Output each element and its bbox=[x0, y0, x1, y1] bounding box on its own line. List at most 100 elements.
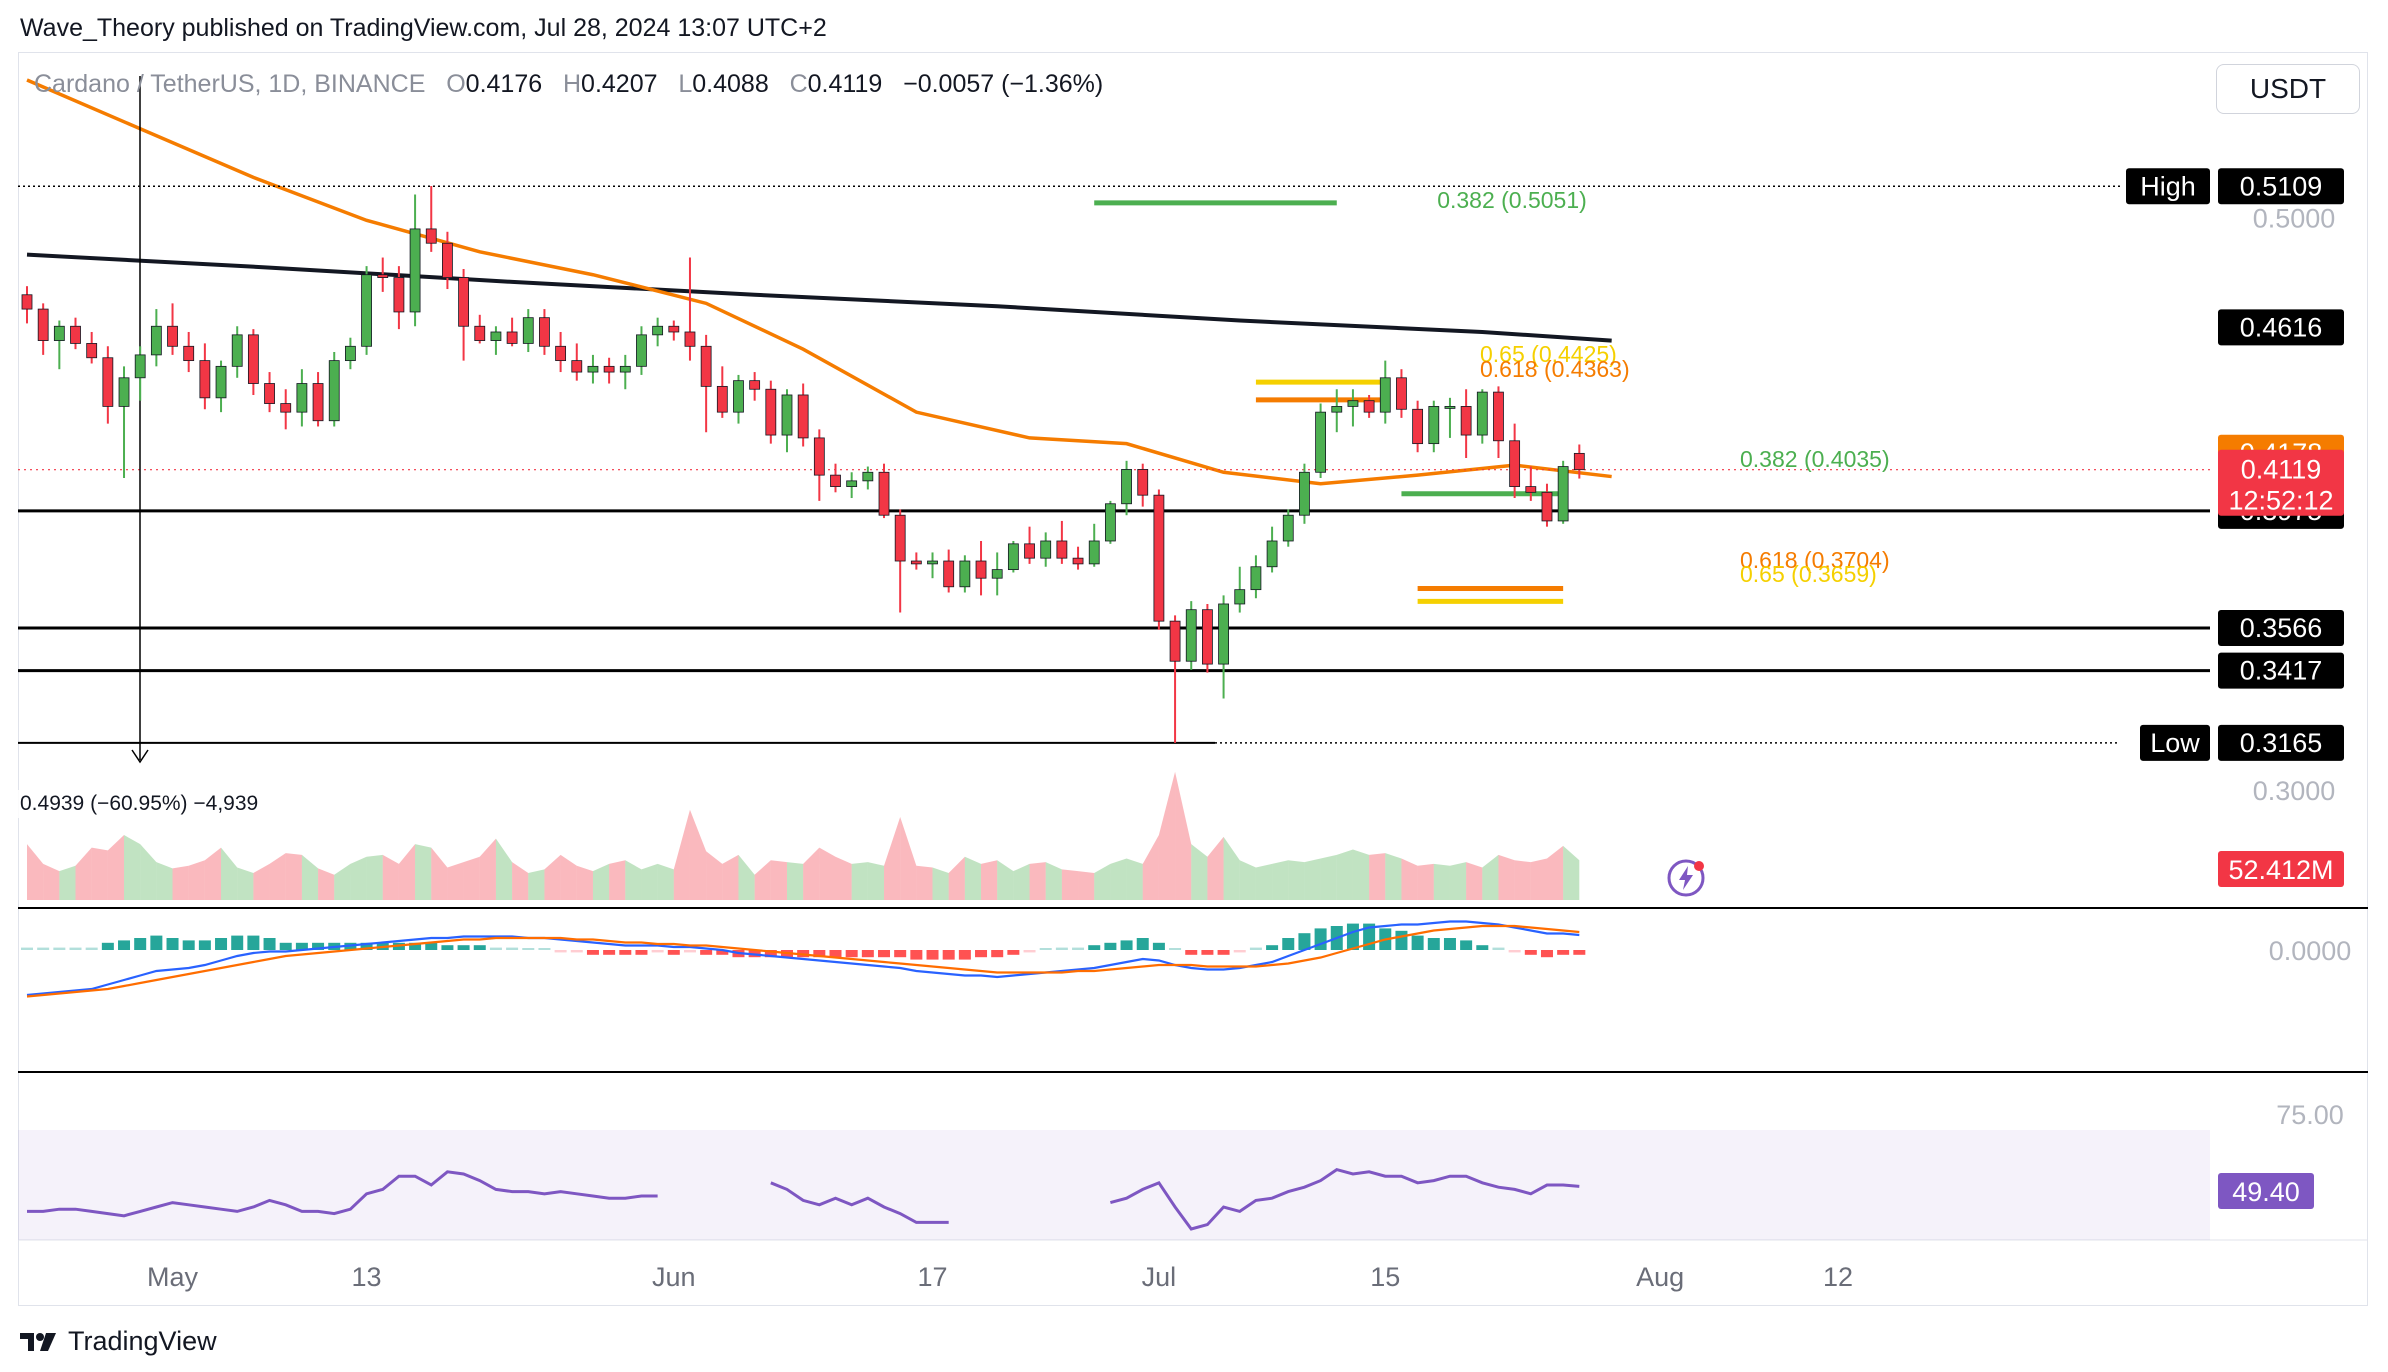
candle-body[interactable] bbox=[733, 380, 744, 413]
candle-body[interactable] bbox=[312, 383, 324, 422]
candle-body[interactable] bbox=[1557, 466, 1569, 522]
candle-body[interactable] bbox=[328, 360, 340, 422]
candle-body[interactable] bbox=[1153, 494, 1165, 622]
candle-body[interactable] bbox=[1137, 469, 1149, 496]
candle-body[interactable] bbox=[361, 274, 372, 347]
candle-body[interactable] bbox=[1024, 543, 1035, 559]
candle-body[interactable] bbox=[102, 357, 114, 407]
candle-body[interactable] bbox=[555, 345, 567, 362]
candle-body[interactable] bbox=[1169, 620, 1181, 662]
candle-body[interactable] bbox=[377, 274, 389, 278]
candle-body[interactable] bbox=[490, 331, 502, 341]
candle-body[interactable] bbox=[344, 345, 356, 362]
candle-body[interactable] bbox=[522, 317, 534, 344]
candle-body[interactable] bbox=[53, 325, 65, 341]
candle-body[interactable] bbox=[1007, 543, 1019, 571]
candle-body[interactable] bbox=[1363, 400, 1375, 413]
candle-body[interactable] bbox=[1104, 503, 1116, 542]
candle-body[interactable] bbox=[150, 325, 162, 356]
candle-body[interactable] bbox=[280, 403, 292, 413]
candle-body[interactable] bbox=[1493, 391, 1504, 442]
candle-body[interactable] bbox=[1072, 557, 1084, 565]
candle-body[interactable] bbox=[1573, 452, 1585, 471]
candle-body[interactable] bbox=[70, 325, 81, 344]
candle-body[interactable] bbox=[636, 334, 647, 367]
candle-body[interactable] bbox=[894, 514, 906, 562]
candle-body[interactable] bbox=[975, 560, 987, 579]
candle-body[interactable] bbox=[167, 325, 178, 347]
candle-body[interactable] bbox=[1412, 408, 1424, 445]
currency-button[interactable]: USDT bbox=[2216, 64, 2360, 114]
candle-body[interactable] bbox=[765, 388, 777, 436]
candle-body[interactable] bbox=[442, 242, 453, 278]
candle-body[interactable] bbox=[1396, 377, 1407, 410]
symbol-name[interactable]: Cardano / TetherUS, 1D, BINANCE bbox=[34, 70, 426, 98]
candle-body[interactable] bbox=[587, 365, 599, 373]
candle-body[interactable] bbox=[749, 380, 761, 390]
candle-body[interactable] bbox=[927, 560, 938, 565]
candle-body[interactable] bbox=[21, 294, 33, 310]
candle-body[interactable] bbox=[1250, 566, 1262, 591]
candle-body[interactable] bbox=[1315, 411, 1326, 473]
candle-body[interactable] bbox=[991, 569, 1003, 579]
candle-body[interactable] bbox=[1234, 589, 1246, 605]
candle-body[interactable] bbox=[862, 471, 874, 482]
candle-body[interactable] bbox=[603, 365, 615, 373]
candle-body[interactable] bbox=[1428, 406, 1440, 445]
candle-body[interactable] bbox=[1121, 469, 1132, 505]
candle-body[interactable] bbox=[1460, 406, 1472, 436]
lightning-icon[interactable] bbox=[1666, 858, 1706, 898]
candle-body[interactable] bbox=[797, 394, 809, 439]
candle-body[interactable] bbox=[1444, 406, 1456, 409]
candle-body[interactable] bbox=[1202, 609, 1213, 665]
candle-body[interactable] bbox=[1056, 540, 1068, 559]
candle-body[interactable] bbox=[296, 383, 308, 413]
candle-body[interactable] bbox=[943, 560, 955, 588]
candle-body[interactable] bbox=[37, 308, 49, 341]
candle-body[interactable] bbox=[134, 354, 146, 379]
candle-body[interactable] bbox=[539, 317, 550, 347]
candle-body[interactable] bbox=[619, 365, 631, 373]
candle-body[interactable] bbox=[878, 471, 890, 516]
candle-body[interactable] bbox=[668, 325, 680, 333]
candle-body[interactable] bbox=[1185, 609, 1197, 662]
candle-body[interactable] bbox=[1040, 540, 1052, 559]
candle-body[interactable] bbox=[1088, 540, 1100, 565]
candle-body[interactable] bbox=[425, 228, 437, 244]
candle-body[interactable] bbox=[1541, 491, 1553, 522]
candle-body[interactable] bbox=[700, 345, 712, 387]
candle-body[interactable] bbox=[1347, 400, 1359, 407]
candle-body[interactable] bbox=[183, 345, 195, 362]
candle-body[interactable] bbox=[1282, 514, 1294, 542]
candle-body[interactable] bbox=[1476, 391, 1488, 436]
candle-body[interactable] bbox=[1299, 471, 1310, 516]
candle-body[interactable] bbox=[393, 277, 405, 313]
candle-body[interactable] bbox=[830, 474, 841, 487]
symbol-legend[interactable]: Cardano / TetherUS, 1D, BINANCE O0.4176 … bbox=[34, 70, 1103, 99]
candle-body[interactable] bbox=[781, 394, 793, 436]
candle-body[interactable] bbox=[409, 228, 421, 313]
candle-body[interactable] bbox=[813, 437, 825, 476]
candle-body[interactable] bbox=[458, 277, 469, 327]
candle-body[interactable] bbox=[474, 325, 486, 341]
candle-body[interactable] bbox=[716, 385, 728, 413]
candle-body[interactable] bbox=[846, 480, 858, 487]
candle-body[interactable] bbox=[247, 334, 259, 384]
candle-body[interactable] bbox=[231, 334, 243, 367]
candle-body[interactable] bbox=[215, 365, 227, 399]
candle-body[interactable] bbox=[571, 360, 583, 373]
candle-body[interactable] bbox=[910, 560, 922, 565]
candle-body[interactable] bbox=[1379, 377, 1391, 413]
candle-body[interactable] bbox=[86, 343, 98, 359]
candle-body[interactable] bbox=[1218, 603, 1229, 665]
candle-body[interactable] bbox=[1509, 440, 1521, 487]
candle-body[interactable] bbox=[1525, 486, 1537, 493]
candle-body[interactable] bbox=[118, 377, 130, 407]
candle-body[interactable] bbox=[1331, 406, 1343, 413]
candle-body[interactable] bbox=[264, 383, 275, 404]
candle-body[interactable] bbox=[506, 331, 518, 344]
candle-body[interactable] bbox=[199, 360, 211, 399]
candle-body[interactable] bbox=[684, 331, 696, 347]
candle-body[interactable] bbox=[959, 560, 971, 588]
